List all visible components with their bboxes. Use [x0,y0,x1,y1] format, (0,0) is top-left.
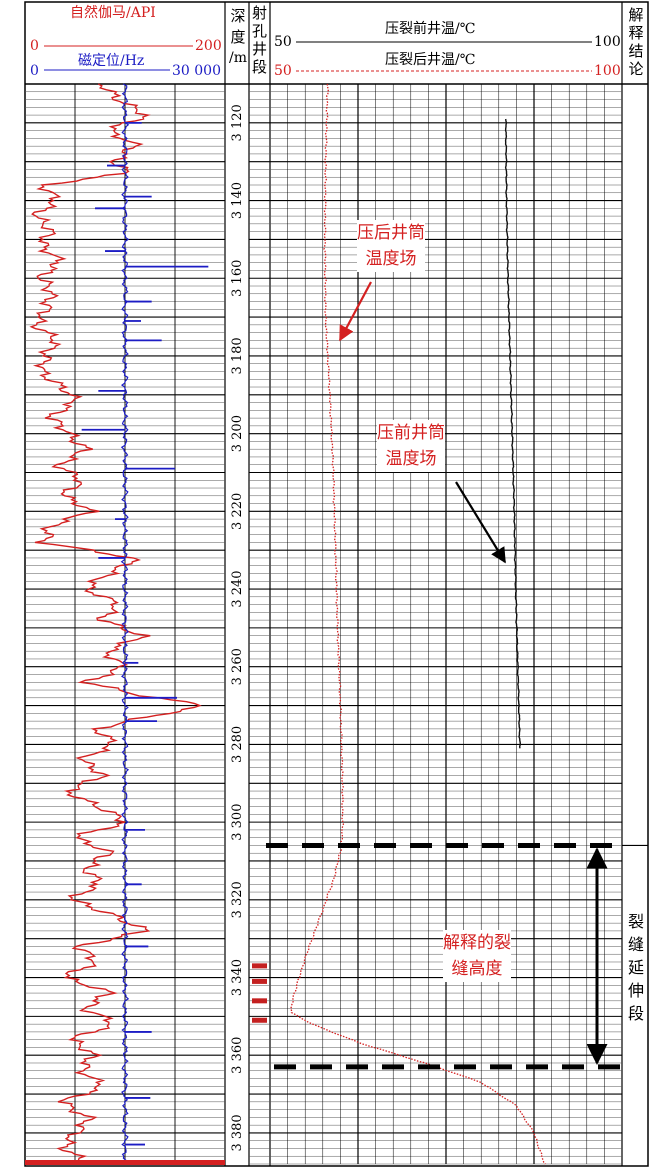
gr-scale-min: 0 [30,38,39,54]
perforation-header-char: 孔 [251,22,267,40]
gr-bottom-bar [25,1160,225,1165]
perforation-mark [252,963,267,969]
perforation-mark [252,978,267,984]
conclusion-char: 裂 [627,912,644,931]
annotation-line: 温度场 [365,249,417,269]
annotation-line: 压后井筒 [357,223,425,243]
conclusion-header-char: 结 [628,42,644,60]
depth-tick-label: 3 120 [230,104,245,141]
depth-tick-label: 3 200 [230,415,245,452]
depth-header-char: 度 [230,28,246,46]
ccl-curve [120,83,130,1165]
annotation-line: 解释的裂 [443,933,511,953]
post-temp-annotation-arrow [339,281,372,342]
conclusion-header-char: 解 [628,6,644,24]
depth-tick-label: 3 140 [230,182,245,219]
depth-header: 深 度 /m [226,6,250,69]
ccl-scale-min: 0 [30,63,39,79]
log-frame [24,1,649,1167]
ccl-scale-max: 30 000 [172,63,221,79]
depth-tick-label: 3 220 [230,493,245,530]
ccl-curve-title: 磁定位/Hz [78,53,145,69]
log-curves [29,83,546,1165]
perforation-header-char: 井 [251,40,267,58]
annotation-line: 温度场 [385,449,437,469]
conclusion-char: 缝 [627,935,644,954]
depth-tick-label: 3 180 [230,337,245,374]
depth-tick-label: 3 260 [230,648,245,685]
fracture-height-annotation: 解释的裂 缝高度 [443,930,511,982]
depth-header-char: 深 [230,7,246,25]
depth-tick-label: 3 160 [230,260,245,297]
depth-header-char: /m [229,50,247,66]
perforation-header-char: 段 [251,58,267,76]
pre-temp-scale-min: 50 [274,34,292,50]
depth-tick-label: 3 280 [230,726,245,763]
post-frac-temp-annotation: 压后井筒 温度场 [357,220,425,272]
depth-tick-label: 3 380 [230,1114,245,1151]
perforation-mark [252,1017,267,1023]
post-temp-curve-title: 压裂后井温/℃ [385,52,476,68]
gr-scale-max: 200 [195,38,222,54]
pre-frac-temp-annotation: 压前井筒 温度场 [377,420,445,472]
post-temp-scale-min: 50 [274,63,292,79]
pre-temp-annotation-arrow [455,481,506,564]
depth-tick-label: 3 300 [230,804,245,841]
pre-temp-curve [504,118,522,749]
pre-temp-scale-max: 100 [594,34,621,50]
gr-curve [29,83,202,1165]
conclusion-header-char: 释 [628,24,644,42]
annotation-line: 缝高度 [451,959,503,979]
log-marks [25,281,634,1165]
conclusion-char: 段 [627,1004,644,1023]
conclusion-char: 延 [627,958,644,977]
annotation-line: 压前井筒 [377,423,445,443]
depth-tick-label: 3 240 [230,570,245,607]
track-grid: 3 120 3 140 3 160 3 180 3 200 3 220 3 240 3 260… [24,1,649,1167]
pre-temp-curve-title: 压裂前井温/℃ [385,21,476,37]
perforation-mark [252,998,267,1004]
conclusion-fracture-extension: 裂 缝 延 伸 段 [624,910,648,1025]
depth-tick-label: 3 340 [230,959,245,996]
gr-curve-title: 自然伽马/API [70,5,156,21]
perforation-header: 射 孔 井 段 [250,4,269,76]
perforation-header-char: 射 [251,4,267,22]
post-temp-scale-max: 100 [594,63,621,79]
conclusion-char: 伸 [627,981,644,1000]
conclusion-header-char: 论 [628,60,644,78]
conclusion-header: 解 释 结 论 [624,6,648,78]
depth-tick-label: 3 320 [230,881,245,918]
depth-tick-label: 3 360 [230,1037,245,1074]
